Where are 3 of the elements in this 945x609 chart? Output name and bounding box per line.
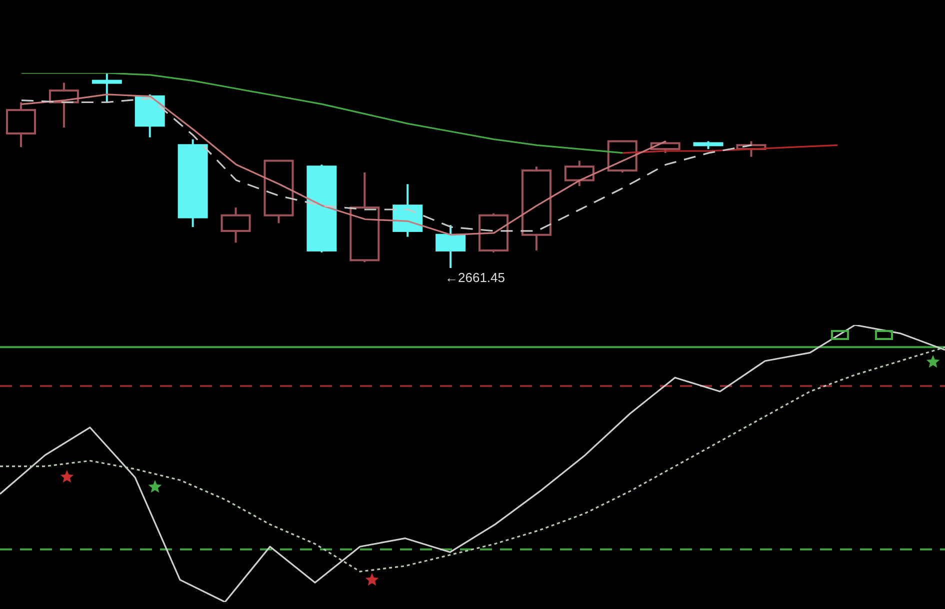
candlestick [436,224,466,268]
candlestick [220,206,251,244]
text: ←2661.45 [445,270,506,285]
